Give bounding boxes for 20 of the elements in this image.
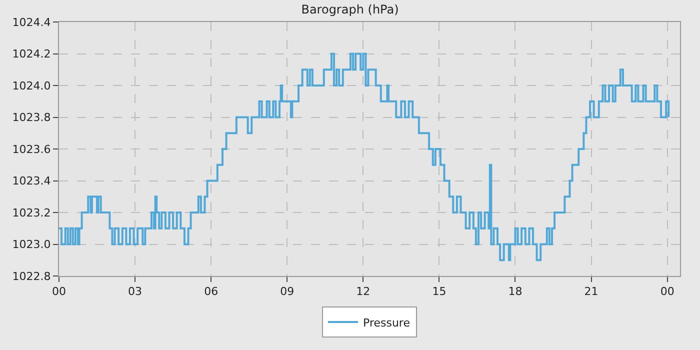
x-tick-label: 15 (432, 285, 446, 298)
x-tick-label: 00 (52, 285, 66, 298)
x-tick-label: 21 (584, 285, 598, 298)
y-tick-label: 1022.8 (12, 270, 51, 283)
y-tick-label: 1024.4 (12, 16, 51, 29)
y-tick-label: 1024.2 (12, 48, 51, 61)
x-tick-label: 18 (508, 285, 522, 298)
y-tick-label: 1023.6 (12, 142, 51, 156)
x-tick-label: 03 (128, 285, 142, 298)
x-tick-label: 06 (204, 285, 218, 298)
y-tick-label: 1023.0 (12, 238, 51, 252)
y-tick-label: 1023.4 (12, 174, 51, 188)
y-tick-label: 1024.0 (12, 79, 51, 92)
legend-label: Pressure (363, 316, 410, 330)
y-tick-label: 1023.8 (12, 111, 51, 124)
chart-title: Barograph (hPa) (301, 2, 399, 17)
y-tick-label: 1023.2 (12, 206, 51, 220)
x-tick-label: 12 (356, 285, 370, 298)
x-tick-label: 00 (660, 285, 674, 298)
x-tick-label: 09 (280, 285, 294, 298)
